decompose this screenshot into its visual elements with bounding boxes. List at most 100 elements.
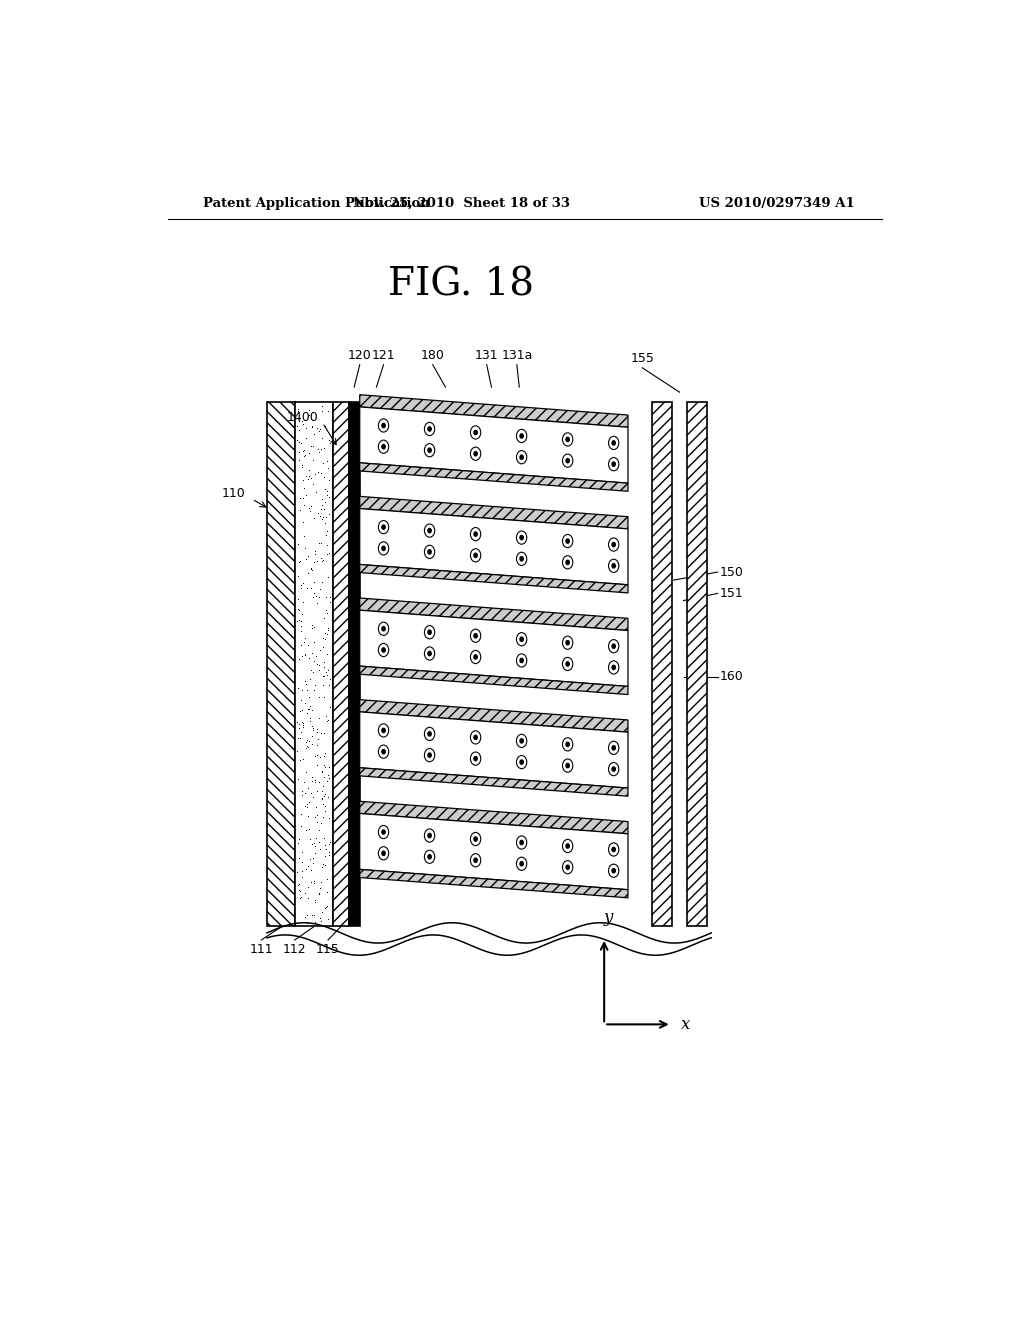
Polygon shape: [359, 610, 628, 686]
Point: [316, 800, 333, 821]
Circle shape: [562, 636, 572, 649]
Point: [295, 441, 311, 462]
Point: [319, 544, 336, 565]
Point: [291, 552, 307, 573]
Circle shape: [470, 426, 480, 440]
Point: [316, 756, 333, 777]
Circle shape: [428, 854, 431, 859]
Point: [291, 714, 307, 735]
Circle shape: [379, 744, 389, 758]
Point: [301, 459, 317, 480]
Circle shape: [382, 546, 385, 550]
Point: [300, 876, 316, 898]
Point: [294, 861, 310, 882]
Point: [297, 671, 313, 692]
Point: [300, 887, 316, 908]
Point: [296, 445, 312, 466]
Circle shape: [562, 454, 572, 467]
Point: [308, 828, 325, 849]
Point: [301, 444, 317, 465]
Point: [304, 700, 321, 721]
Point: [297, 444, 313, 465]
Circle shape: [428, 549, 431, 554]
Circle shape: [428, 731, 431, 737]
Point: [292, 499, 308, 520]
Point: [306, 616, 323, 638]
Point: [316, 628, 333, 649]
Circle shape: [382, 729, 385, 733]
Point: [318, 661, 335, 682]
Point: [294, 714, 310, 735]
Circle shape: [516, 653, 526, 667]
Circle shape: [382, 424, 385, 428]
Circle shape: [562, 657, 572, 671]
Text: FIG. 18: FIG. 18: [388, 267, 535, 304]
Circle shape: [470, 447, 480, 461]
Circle shape: [608, 458, 618, 471]
Polygon shape: [359, 813, 628, 890]
Point: [292, 487, 308, 508]
Circle shape: [562, 535, 572, 548]
Point: [299, 730, 315, 751]
Circle shape: [520, 536, 523, 540]
Point: [304, 642, 321, 663]
Polygon shape: [359, 407, 628, 483]
Point: [303, 660, 319, 681]
Circle shape: [608, 742, 618, 755]
Point: [291, 442, 307, 463]
Point: [313, 909, 330, 931]
Point: [298, 738, 314, 759]
Point: [316, 828, 333, 849]
Point: [291, 874, 307, 895]
Circle shape: [612, 847, 615, 851]
Point: [292, 750, 308, 771]
Point: [300, 562, 316, 583]
Point: [293, 620, 309, 642]
Point: [292, 887, 308, 908]
Circle shape: [612, 869, 615, 873]
Point: [301, 698, 317, 719]
Circle shape: [516, 429, 526, 442]
Point: [305, 473, 322, 494]
Point: [309, 781, 326, 803]
Point: [318, 603, 335, 624]
Point: [318, 643, 335, 664]
Circle shape: [516, 734, 526, 747]
Point: [321, 457, 337, 478]
Circle shape: [516, 552, 526, 565]
Point: [305, 787, 322, 808]
Text: 111: 111: [250, 942, 273, 956]
Point: [315, 438, 332, 459]
Point: [305, 572, 322, 593]
Point: [310, 442, 327, 463]
Point: [322, 430, 338, 451]
Point: [305, 718, 322, 739]
Circle shape: [428, 426, 431, 432]
Circle shape: [474, 430, 477, 434]
Point: [319, 480, 336, 502]
Circle shape: [612, 767, 615, 771]
Point: [293, 689, 309, 710]
Point: [298, 820, 314, 841]
Circle shape: [566, 560, 569, 565]
Circle shape: [379, 440, 389, 453]
Point: [297, 783, 313, 804]
Circle shape: [612, 665, 615, 669]
Point: [304, 833, 321, 854]
Point: [290, 399, 306, 420]
Point: [295, 573, 311, 594]
Point: [297, 907, 313, 928]
Point: [311, 771, 328, 792]
Text: 131: 131: [475, 348, 499, 362]
Point: [307, 892, 324, 913]
Circle shape: [566, 742, 569, 747]
Circle shape: [608, 865, 618, 878]
Point: [312, 438, 329, 459]
Point: [322, 832, 338, 853]
Point: [319, 450, 336, 471]
Point: [311, 586, 328, 607]
Point: [297, 644, 313, 665]
Point: [317, 784, 334, 805]
Point: [307, 746, 324, 767]
Point: [307, 675, 324, 696]
